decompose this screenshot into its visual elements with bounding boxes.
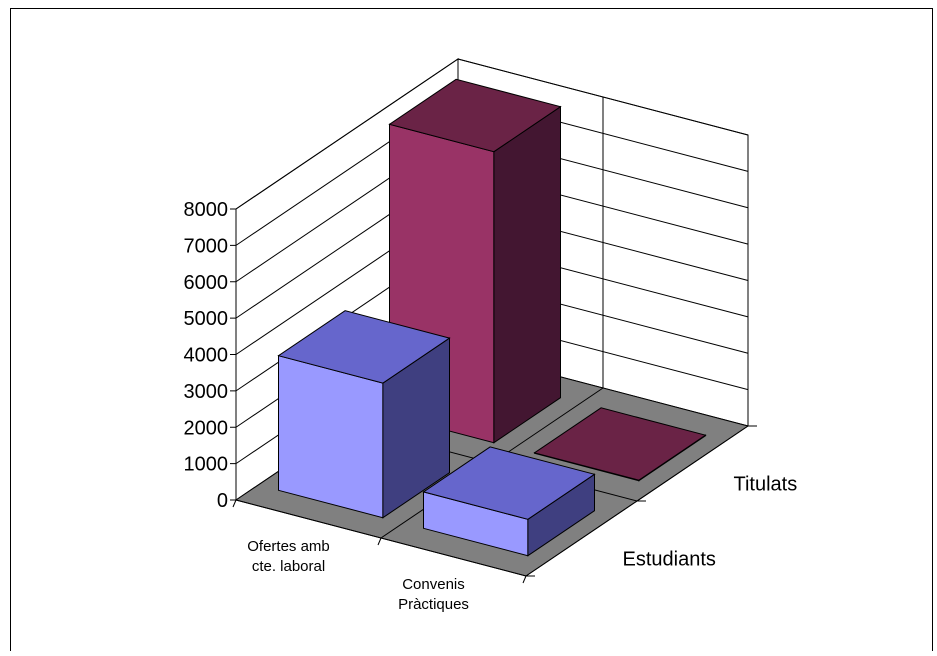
axes — [230, 208, 757, 584]
bar-estudiants-0-front — [278, 355, 384, 519]
y-tick-label-1: 1000 — [184, 454, 229, 476]
category-labels: Ofertes amb cte. laboral Convenis Pràctique… — [247, 538, 469, 613]
bars — [277, 78, 707, 557]
bar-estudiants-0-top — [277, 310, 451, 384]
category-label-0: Ofertes amb cte. laboral — [247, 538, 330, 575]
series-label-titulats: Titulats — [734, 474, 798, 496]
y-tick-label-6: 6000 — [184, 272, 229, 294]
y-tick-labels: 0 1000 2000 3000 4000 5000 6000 7000 8000 — [184, 199, 229, 512]
series-labels: Estudiants Titulats — [623, 474, 798, 571]
x-tick-0 — [232, 499, 237, 508]
x-tick-2 — [522, 575, 527, 584]
y-tick-label-4: 4000 — [184, 345, 229, 367]
category-label-1: Convenis Pràctiques — [398, 576, 469, 613]
bar-titulats-1-top — [533, 407, 707, 481]
y-tick-label-7: 7000 — [184, 235, 229, 257]
bar-estudiants-1-top — [422, 446, 596, 520]
y-tick-label-5: 5000 — [184, 308, 229, 330]
series-label-estudiants: Estudiants — [623, 549, 716, 571]
bar-titulats-0-top — [388, 78, 562, 153]
gridline-left-8 — [235, 58, 459, 210]
x-tick-1 — [377, 537, 382, 546]
y-tick-label-0: 0 — [217, 490, 228, 512]
y-tick-label-3: 3000 — [184, 381, 229, 403]
bar-titulats-1 — [533, 407, 707, 482]
bar-titulats-0-side — [493, 105, 561, 444]
bar-estudiants-1 — [422, 446, 596, 557]
y-tick-label-2: 2000 — [184, 417, 229, 439]
bar-estudiants-0 — [277, 310, 451, 519]
y-tick-label-8: 8000 — [184, 199, 229, 221]
